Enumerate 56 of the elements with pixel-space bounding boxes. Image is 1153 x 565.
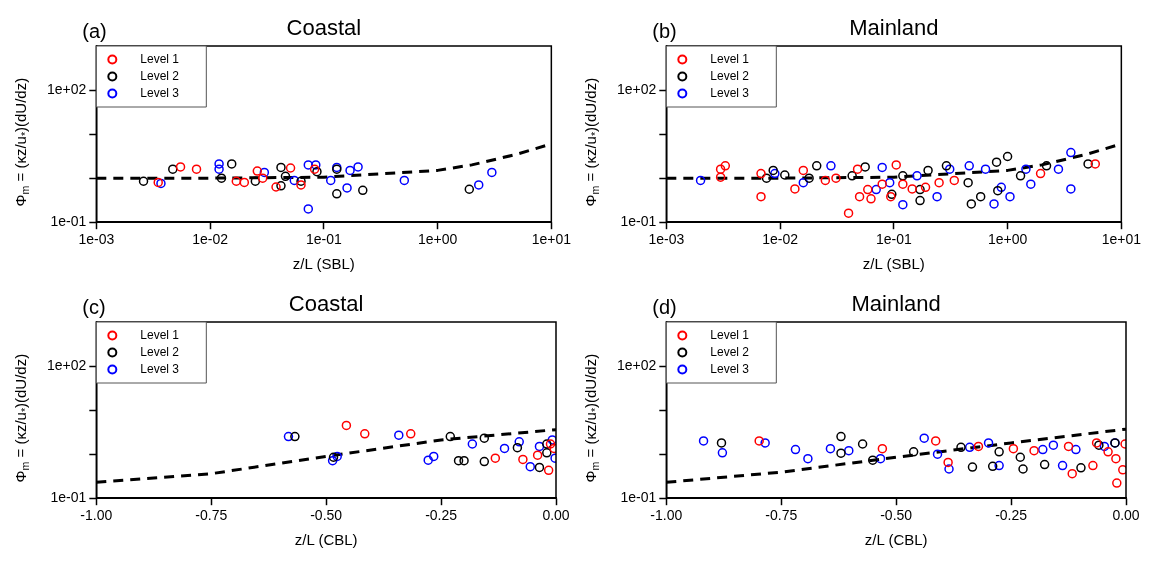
y-axis-title: Φm = (κz/u*)(dU/dz) xyxy=(582,353,602,483)
y-tick-label: 1e-01 xyxy=(50,213,87,230)
legend-label: Level 3 xyxy=(140,85,180,100)
x-axis-title: z/L (CBL) xyxy=(864,531,928,549)
x-tick-label: 1e+01 xyxy=(531,231,572,248)
x-tick-label: -0.25 xyxy=(425,507,458,524)
legend-label: Level 1 xyxy=(710,51,750,66)
y-tick-label: 1e+02 xyxy=(616,80,657,97)
legend-label: Level 1 xyxy=(710,327,750,342)
y-tick-label: 1e-01 xyxy=(50,489,87,506)
legend-label: Level 2 xyxy=(710,344,750,359)
y-axis-title: Φm = (κz/u*)(dU/dz) xyxy=(12,353,32,483)
x-tick-label: -0.50 xyxy=(310,507,343,524)
chart-title: Coastal xyxy=(288,291,364,317)
y-tick-label: 1e-01 xyxy=(620,489,657,506)
x-tick-label: 1e+00 xyxy=(417,231,458,248)
text: (b) xyxy=(652,19,677,42)
x-tick-label: -0.25 xyxy=(995,507,1028,524)
x-tick-label: -1.00 xyxy=(650,507,683,524)
x-tick-label: 0.00 xyxy=(542,507,570,524)
x-tick-label: 1e+00 xyxy=(987,231,1028,248)
x-tick-label: 0.00 xyxy=(1112,507,1140,524)
legend-label: Level 1 xyxy=(140,51,180,66)
chart-title: Mainland xyxy=(851,291,941,317)
y-tick-label: 1e+02 xyxy=(46,80,87,97)
x-tick-label: -0.50 xyxy=(880,507,913,524)
x-tick-label: 1e-02 xyxy=(762,231,799,248)
x-axis-title: z/L (CBL) xyxy=(294,531,358,549)
x-tick-label: 1e-01 xyxy=(305,231,342,248)
x-tick-label: 1e-01 xyxy=(875,231,912,248)
legend-label: Level 1 xyxy=(140,327,180,342)
x-tick-label: 1e-03 xyxy=(648,231,685,248)
chart-title: Coastal xyxy=(286,15,362,41)
y-tick-label: 1e+02 xyxy=(46,356,87,373)
y-tick-label: 1e+02 xyxy=(616,356,657,373)
text: (c) xyxy=(82,295,106,318)
x-tick-label: 1e-03 xyxy=(78,231,115,248)
x-axis-title: z/L (SBL) xyxy=(292,255,355,273)
x-tick-label: -1.00 xyxy=(80,507,113,524)
x-axis-title: z/L (SBL) xyxy=(862,255,925,273)
legend-label: Level 2 xyxy=(710,68,750,83)
y-axis-title: Φm = (κz/u*)(dU/dz) xyxy=(12,77,32,207)
y-tick-label: 1e-01 xyxy=(620,213,657,230)
legend-label: Level 2 xyxy=(140,68,180,83)
legend-label: Level 3 xyxy=(710,361,750,376)
x-tick-label: 1e+01 xyxy=(1101,231,1142,248)
legend-label: Level 3 xyxy=(710,85,750,100)
x-tick-label: -0.75 xyxy=(765,507,798,524)
text: (a) xyxy=(82,19,107,42)
y-axis-title: Φm = (κz/u*)(dU/dz) xyxy=(582,77,602,207)
legend-label: Level 2 xyxy=(140,344,180,359)
x-tick-label: -0.75 xyxy=(195,507,228,524)
text: (d) xyxy=(652,295,677,318)
legend-label: Level 3 xyxy=(140,361,180,376)
chart-title: Mainland xyxy=(849,15,939,41)
x-tick-label: 1e-02 xyxy=(192,231,229,248)
